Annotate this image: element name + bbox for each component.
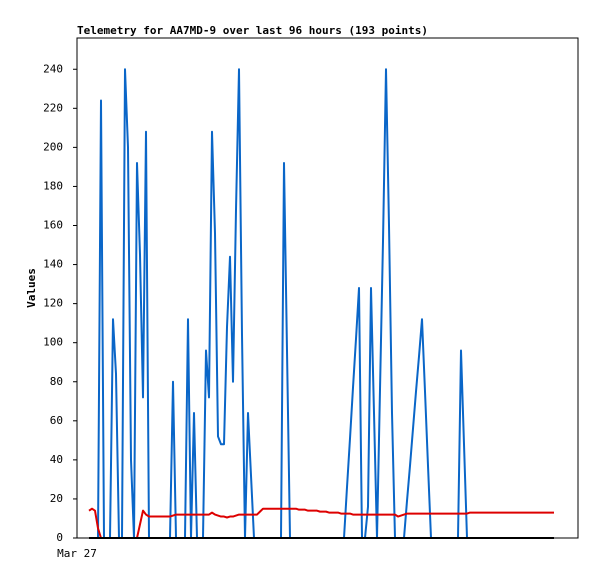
- plot-frame: [76, 37, 579, 539]
- series-line: [88, 507, 554, 539]
- x-tick-label: Mar 27: [57, 547, 97, 560]
- y-tick-label: 240: [43, 62, 63, 75]
- y-tick-label: 20: [50, 492, 63, 505]
- y-tick-label: 140: [43, 258, 63, 271]
- y-tick-label: 0: [56, 531, 63, 544]
- y-tick-label: 160: [43, 219, 63, 232]
- y-axis-label: Values: [25, 268, 38, 308]
- y-tick-label: 120: [43, 297, 63, 310]
- y-tick-label: 100: [43, 336, 63, 349]
- y-tick-label: 60: [50, 414, 63, 427]
- y-tick-label: 220: [43, 101, 63, 114]
- y-tick-label: 200: [43, 140, 63, 153]
- y-tick-label: 40: [50, 453, 63, 466]
- chart-title: Telemetry for AA7MD-9 over last 96 hours…: [77, 24, 428, 37]
- y-tick-label: 80: [50, 375, 63, 388]
- y-tick-label: 180: [43, 179, 63, 192]
